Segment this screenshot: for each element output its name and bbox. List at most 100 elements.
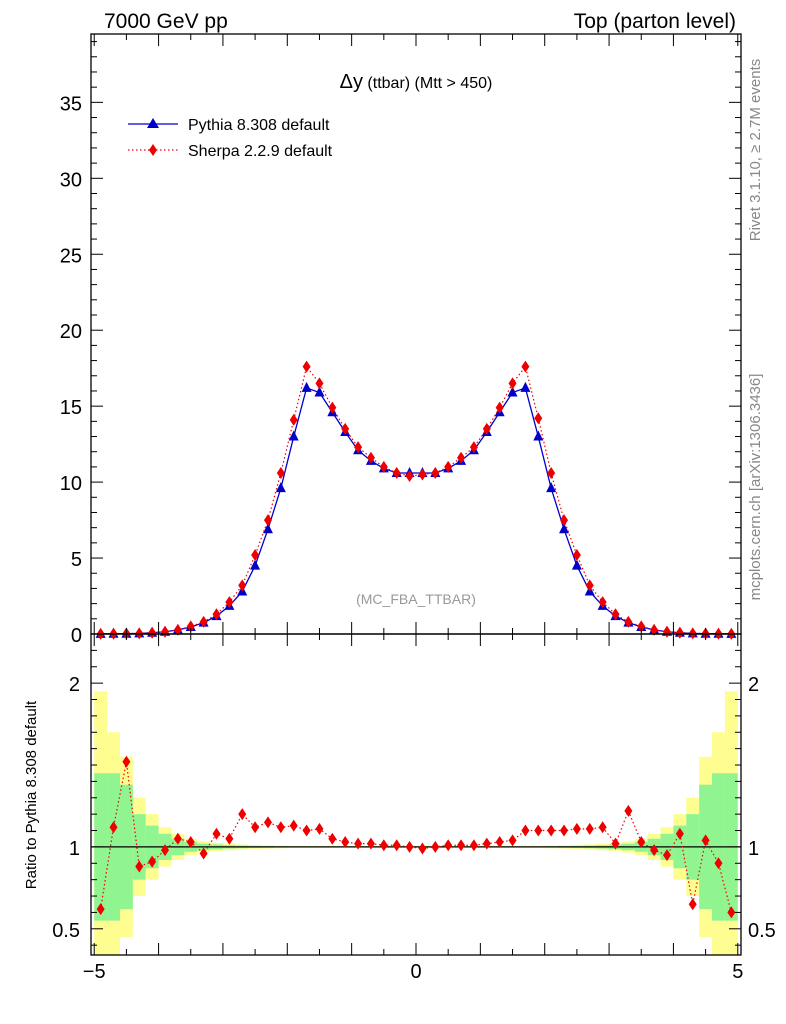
ratio-panel: 0.5 0.5 1 1 2 2 −5 0 5 Ratio to Pythia 8.308 def… bbox=[23, 633, 776, 983]
sherpa-marker bbox=[457, 451, 466, 464]
sherpa-marker bbox=[302, 360, 311, 373]
sherpa-marker bbox=[560, 514, 569, 527]
ratio-sherpa-marker bbox=[508, 834, 517, 847]
legend-entry-pythia: Pythia 8.308 default bbox=[128, 117, 330, 134]
ratio-sherpa-marker bbox=[302, 824, 311, 837]
ratio-frame bbox=[90, 633, 742, 956]
sherpa-marker bbox=[508, 377, 517, 390]
sherpa-marker bbox=[521, 360, 530, 373]
legend-pythia-marker bbox=[147, 118, 159, 128]
main-ytick-label: 0 bbox=[71, 625, 82, 647]
main-ytick-label: 5 bbox=[71, 549, 82, 571]
main-ytick-label: 25 bbox=[60, 245, 82, 267]
sherpa-marker bbox=[444, 460, 453, 473]
sherpa-marker bbox=[495, 401, 504, 414]
sherpa-marker bbox=[547, 466, 556, 479]
sherpa-marker bbox=[585, 579, 594, 592]
ratio-ytick-label: 1 bbox=[69, 838, 80, 860]
ratio-sherpa-marker bbox=[495, 835, 504, 848]
sherpa-marker bbox=[482, 422, 491, 435]
ratio-sherpa-marker bbox=[701, 834, 710, 847]
legend-sherpa-label: Sherpa 2.2.9 default bbox=[188, 143, 333, 160]
plot-title-rest: (ttbar) (Mtt > 450) bbox=[363, 75, 492, 92]
ratio-ytick-label: 0.5 bbox=[52, 920, 80, 942]
ratio-sherpa-marker bbox=[727, 906, 736, 919]
pythia-marker bbox=[520, 381, 531, 392]
ratio-sherpa-marker bbox=[186, 835, 195, 848]
ratio-sherpa-marker bbox=[161, 844, 170, 857]
pythia-marker bbox=[275, 482, 286, 493]
ratio-xtick-label: −5 bbox=[83, 961, 106, 983]
ratio-sherpa-marker bbox=[122, 755, 131, 768]
ratio-sherpa-marker bbox=[431, 840, 440, 853]
ratio-sherpa-marker bbox=[315, 822, 324, 835]
analysis-watermark: (MC_FBA_TTBAR) bbox=[356, 591, 476, 607]
sherpa-marker bbox=[366, 451, 375, 464]
ratio-ytick-label: 2 bbox=[69, 674, 80, 696]
sherpa-marker bbox=[431, 466, 440, 479]
pythia-marker bbox=[301, 381, 312, 392]
ratio-sherpa-marker bbox=[263, 816, 272, 829]
ratio-sherpa-marker bbox=[572, 822, 581, 835]
ratio-sherpa-marker bbox=[238, 808, 247, 821]
main-ytick-label: 30 bbox=[60, 169, 82, 191]
sherpa-marker bbox=[392, 466, 401, 479]
sherpa-marker bbox=[341, 422, 350, 435]
legend-sherpa-marker bbox=[149, 144, 157, 156]
sherpa-marker bbox=[199, 615, 208, 628]
ratio-sherpa-marker bbox=[457, 839, 466, 852]
pythia-marker bbox=[250, 559, 261, 570]
ratio-sherpa-marker bbox=[521, 824, 530, 837]
ratio-sherpa-marker bbox=[392, 839, 401, 852]
pythia-marker bbox=[533, 430, 544, 441]
ratio-series-line bbox=[100, 761, 732, 913]
ratio-sherpa-marker bbox=[534, 824, 543, 837]
ratio-sherpa-marker bbox=[251, 821, 260, 834]
ratio-ytick-label-right: 2 bbox=[748, 674, 759, 696]
ratio-sherpa-marker bbox=[96, 903, 105, 916]
ratio-sherpa-marker bbox=[611, 837, 620, 850]
sherpa-marker bbox=[289, 413, 298, 426]
pythia-marker bbox=[546, 482, 557, 493]
sherpa-marker bbox=[405, 470, 414, 483]
sherpa-marker bbox=[624, 615, 633, 628]
ratio-sherpa-marker bbox=[482, 837, 491, 850]
ratio-curves bbox=[91, 691, 741, 955]
ratio-sherpa-marker bbox=[135, 860, 144, 873]
sherpa-marker bbox=[328, 401, 337, 414]
ratio-sherpa-marker bbox=[276, 821, 285, 834]
rivet-label: Rivet 3.1.10, ≥ 2.7M events bbox=[747, 59, 764, 242]
ratio-sherpa-marker bbox=[650, 844, 659, 857]
plot-title: Δy (ttbar) (Mtt > 450) bbox=[340, 71, 493, 93]
legend-entry-sherpa: Sherpa 2.2.9 default bbox=[128, 143, 333, 160]
sherpa-marker bbox=[637, 620, 646, 633]
sherpa-marker bbox=[186, 620, 195, 633]
ratio-ytick-label-right: 1 bbox=[748, 838, 759, 860]
sherpa-marker bbox=[225, 596, 234, 609]
sherpa-marker bbox=[173, 623, 182, 636]
ratio-xtick-label: 0 bbox=[410, 961, 421, 983]
main-ytick-label: 20 bbox=[60, 321, 82, 343]
sherpa-marker bbox=[598, 596, 607, 609]
ratio-sherpa-marker bbox=[598, 821, 607, 834]
ratio-ytick-label-right: 0.5 bbox=[748, 920, 776, 942]
sherpa-marker bbox=[572, 549, 581, 562]
sherpa-marker bbox=[212, 608, 221, 621]
sherpa-marker bbox=[161, 625, 170, 638]
main-ytick-label: 15 bbox=[60, 397, 82, 419]
ratio-axis: 0.5 0.5 1 1 2 2 −5 0 5 bbox=[52, 634, 776, 983]
ratio-sherpa-marker bbox=[109, 821, 118, 834]
ratio-sherpa-marker bbox=[366, 837, 375, 850]
ratio-sherpa-marker bbox=[418, 842, 427, 855]
ratio-sherpa-marker bbox=[225, 832, 234, 845]
process-label: Top (parton level) bbox=[574, 10, 736, 33]
ratio-sherpa-marker bbox=[585, 822, 594, 835]
series-line-1 bbox=[100, 365, 732, 635]
main-panel: 0 5 10 15 20 25 30 35 Δy (ttbar) (Mtt > 450) (M… bbox=[60, 33, 742, 647]
ratio-ylabel: Ratio to Pythia 8.308 default bbox=[23, 700, 40, 889]
sherpa-marker bbox=[276, 466, 285, 479]
legend: Pythia 8.308 default Sherpa 2.2.9 defaul… bbox=[128, 117, 333, 160]
ratio-sherpa-marker bbox=[328, 832, 337, 845]
sherpa-marker bbox=[251, 549, 260, 562]
